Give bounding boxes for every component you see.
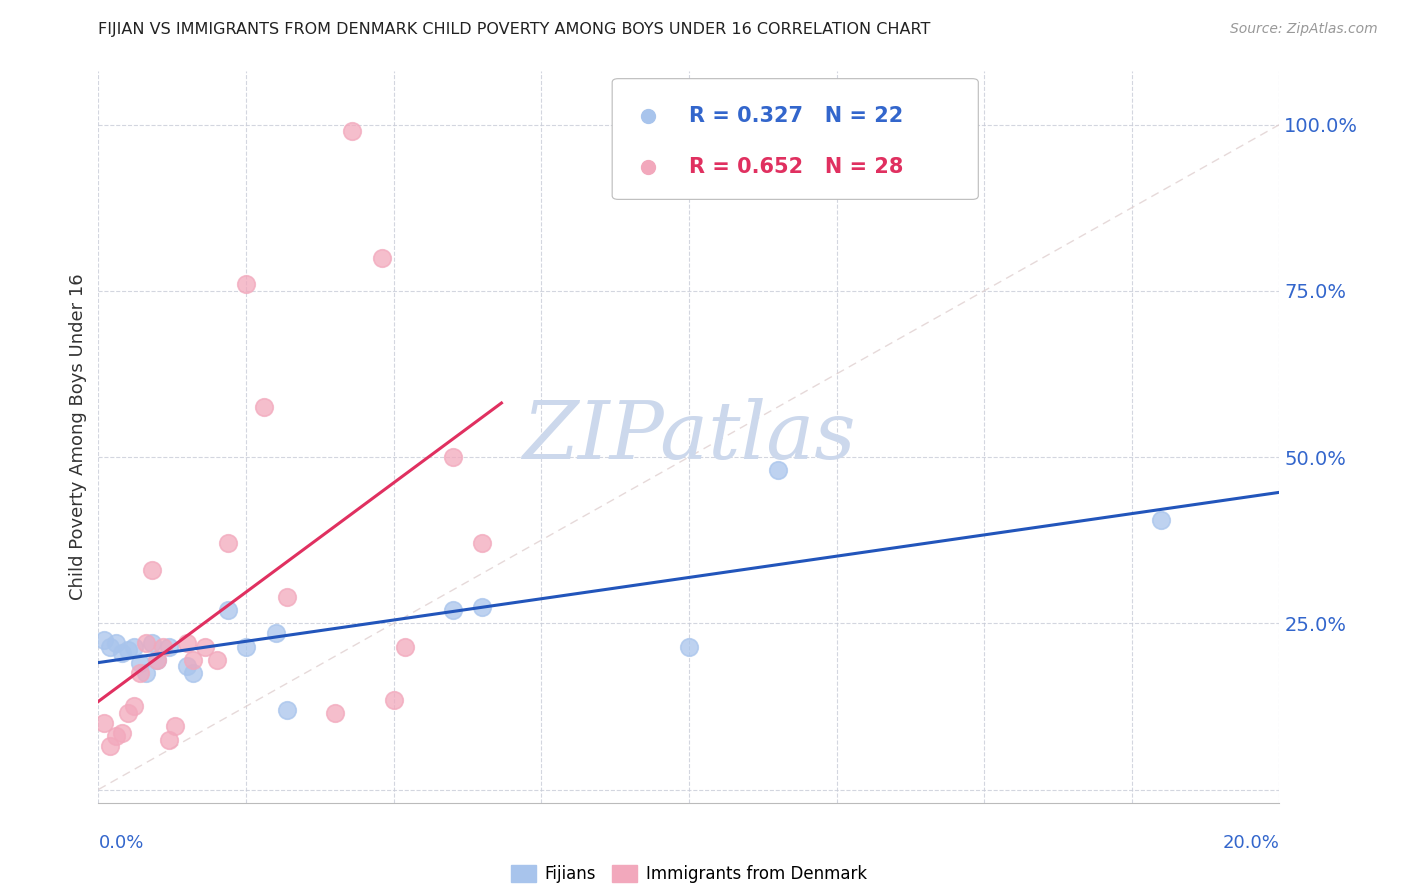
Text: 20.0%: 20.0%: [1223, 834, 1279, 852]
Legend: Fijians, Immigrants from Denmark: Fijians, Immigrants from Denmark: [505, 858, 873, 889]
Point: [235, 277, 257, 292]
Text: R = 0.327   N = 22: R = 0.327 N = 22: [689, 106, 903, 127]
Point: [1150, 513, 1173, 527]
Point: [264, 626, 287, 640]
Point: [98, 640, 121, 654]
Point: [766, 463, 789, 477]
Point: [157, 732, 180, 747]
Point: [441, 450, 464, 464]
Point: [176, 659, 198, 673]
Point: [323, 706, 346, 720]
Point: [276, 590, 298, 604]
Point: [105, 636, 128, 650]
Point: [141, 636, 163, 650]
Text: ZIPatlas: ZIPatlas: [522, 399, 856, 475]
Point: [135, 666, 157, 681]
Point: [181, 666, 204, 681]
Point: [165, 719, 187, 733]
Point: [194, 640, 217, 654]
Point: [217, 603, 239, 617]
Point: [441, 603, 464, 617]
Point: [371, 251, 394, 265]
Y-axis label: Child Poverty Among Boys Under 16: Child Poverty Among Boys Under 16: [69, 274, 87, 600]
Point: [235, 640, 257, 654]
Text: FIJIAN VS IMMIGRANTS FROM DENMARK CHILD POVERTY AMONG BOYS UNDER 16 CORRELATION : FIJIAN VS IMMIGRANTS FROM DENMARK CHILD …: [98, 22, 931, 37]
Point: [93, 716, 115, 731]
Point: [157, 640, 180, 654]
Point: [122, 699, 145, 714]
Point: [342, 124, 364, 138]
FancyBboxPatch shape: [612, 78, 979, 200]
Point: [382, 692, 405, 706]
Point: [111, 726, 134, 740]
Point: [98, 739, 121, 754]
Point: [205, 653, 228, 667]
Point: [111, 646, 134, 660]
Point: [141, 563, 163, 577]
Point: [128, 666, 150, 681]
Point: [217, 536, 239, 550]
Text: 0.0%: 0.0%: [98, 834, 143, 852]
Point: [105, 729, 128, 743]
Text: R = 0.652   N = 28: R = 0.652 N = 28: [689, 157, 903, 178]
Point: [181, 653, 204, 667]
Point: [117, 706, 139, 720]
Point: [146, 653, 169, 667]
Point: [678, 640, 700, 654]
Point: [93, 632, 115, 647]
Point: [394, 640, 416, 654]
Point: [146, 653, 169, 667]
Point: [117, 643, 139, 657]
Point: [253, 400, 276, 414]
Point: [176, 636, 198, 650]
Point: [276, 703, 298, 717]
Point: [152, 640, 174, 654]
Point: [122, 640, 145, 654]
Point: [471, 536, 494, 550]
Point: [135, 636, 157, 650]
Point: [471, 599, 494, 614]
Text: Source: ZipAtlas.com: Source: ZipAtlas.com: [1230, 22, 1378, 37]
Point: [128, 656, 150, 670]
